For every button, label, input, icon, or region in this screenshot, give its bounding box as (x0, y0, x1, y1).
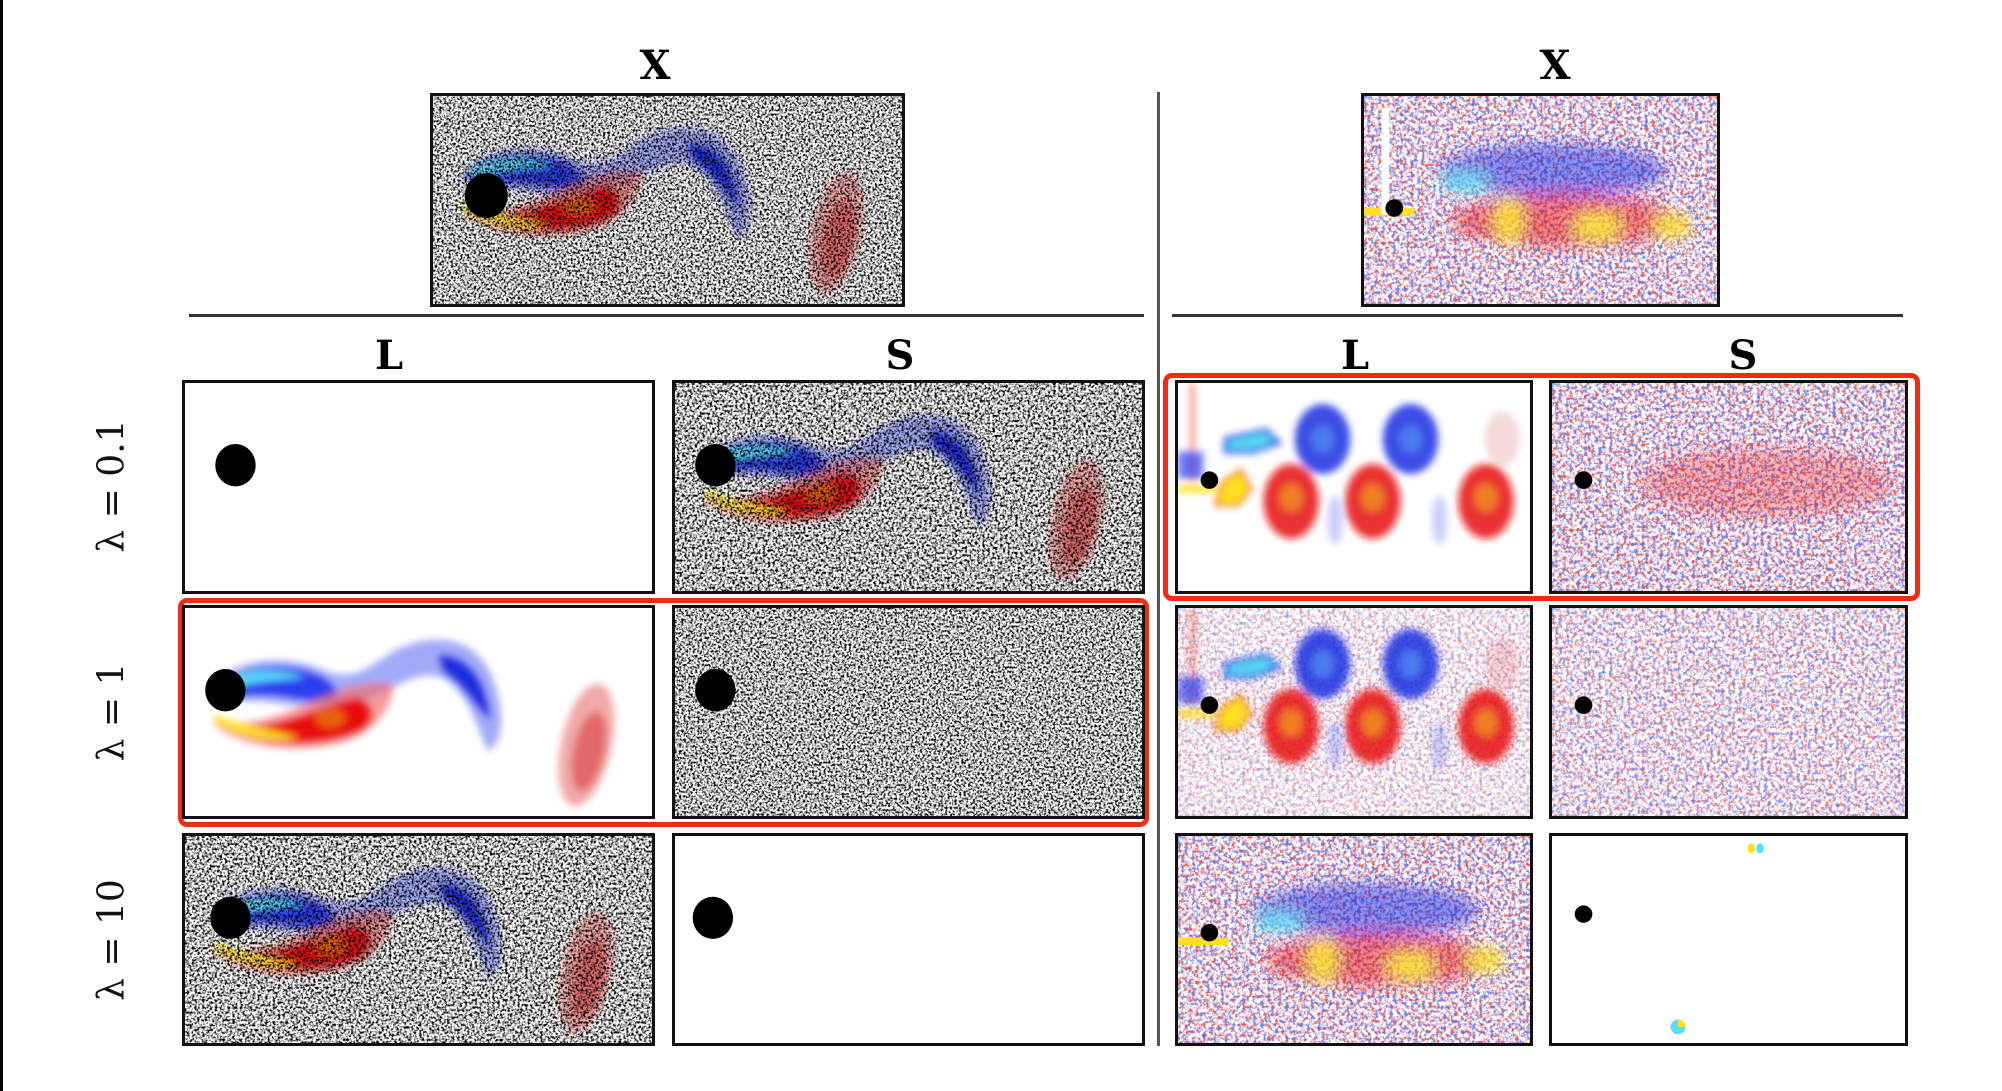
group-divider-line (1157, 92, 1160, 1046)
right-input-panel-x (1361, 93, 1720, 307)
left-l-panel-lambda-10 (182, 833, 655, 1046)
right-col-label-s: S (1728, 332, 1758, 379)
left-highlight-box-lambda-1 (178, 598, 1149, 827)
right-s-panel-lambda-0-1 (1549, 380, 1908, 594)
right-l-panel-lambda-10 (1175, 833, 1533, 1046)
right-s-panel-lambda-1 (1549, 605, 1908, 819)
right-s-panel-lambda-10 (1549, 833, 1908, 1046)
left-input-label: X (639, 42, 671, 89)
left-l-panel-lambda-1 (182, 605, 655, 819)
right-col-label-l: L (1340, 332, 1370, 379)
left-s-panel-lambda-10 (672, 833, 1145, 1046)
left-s-panel-lambda-1 (672, 605, 1145, 819)
left-input-panel-x (430, 93, 905, 307)
row-label-lambda-10: λ = 10 (91, 879, 133, 1001)
left-s-panel-lambda-0-1 (672, 380, 1145, 594)
left-col-label-s: S (885, 332, 915, 379)
right-separator-line (1172, 314, 1903, 317)
right-l-panel-lambda-1 (1175, 605, 1533, 819)
right-l-panel-lambda-0-1 (1175, 380, 1533, 594)
left-col-label-l: L (374, 332, 404, 379)
left-edge-line (0, 0, 3, 1091)
left-l-panel-lambda-0-1 (182, 380, 655, 594)
right-input-label: X (1539, 42, 1571, 89)
row-label-lambda-1: λ = 1 (91, 662, 133, 762)
row-label-lambda-0-1: λ = 0.1 (91, 419, 133, 553)
left-separator-line (189, 314, 1144, 317)
right-highlight-box-lambda-0-1 (1163, 373, 1920, 601)
